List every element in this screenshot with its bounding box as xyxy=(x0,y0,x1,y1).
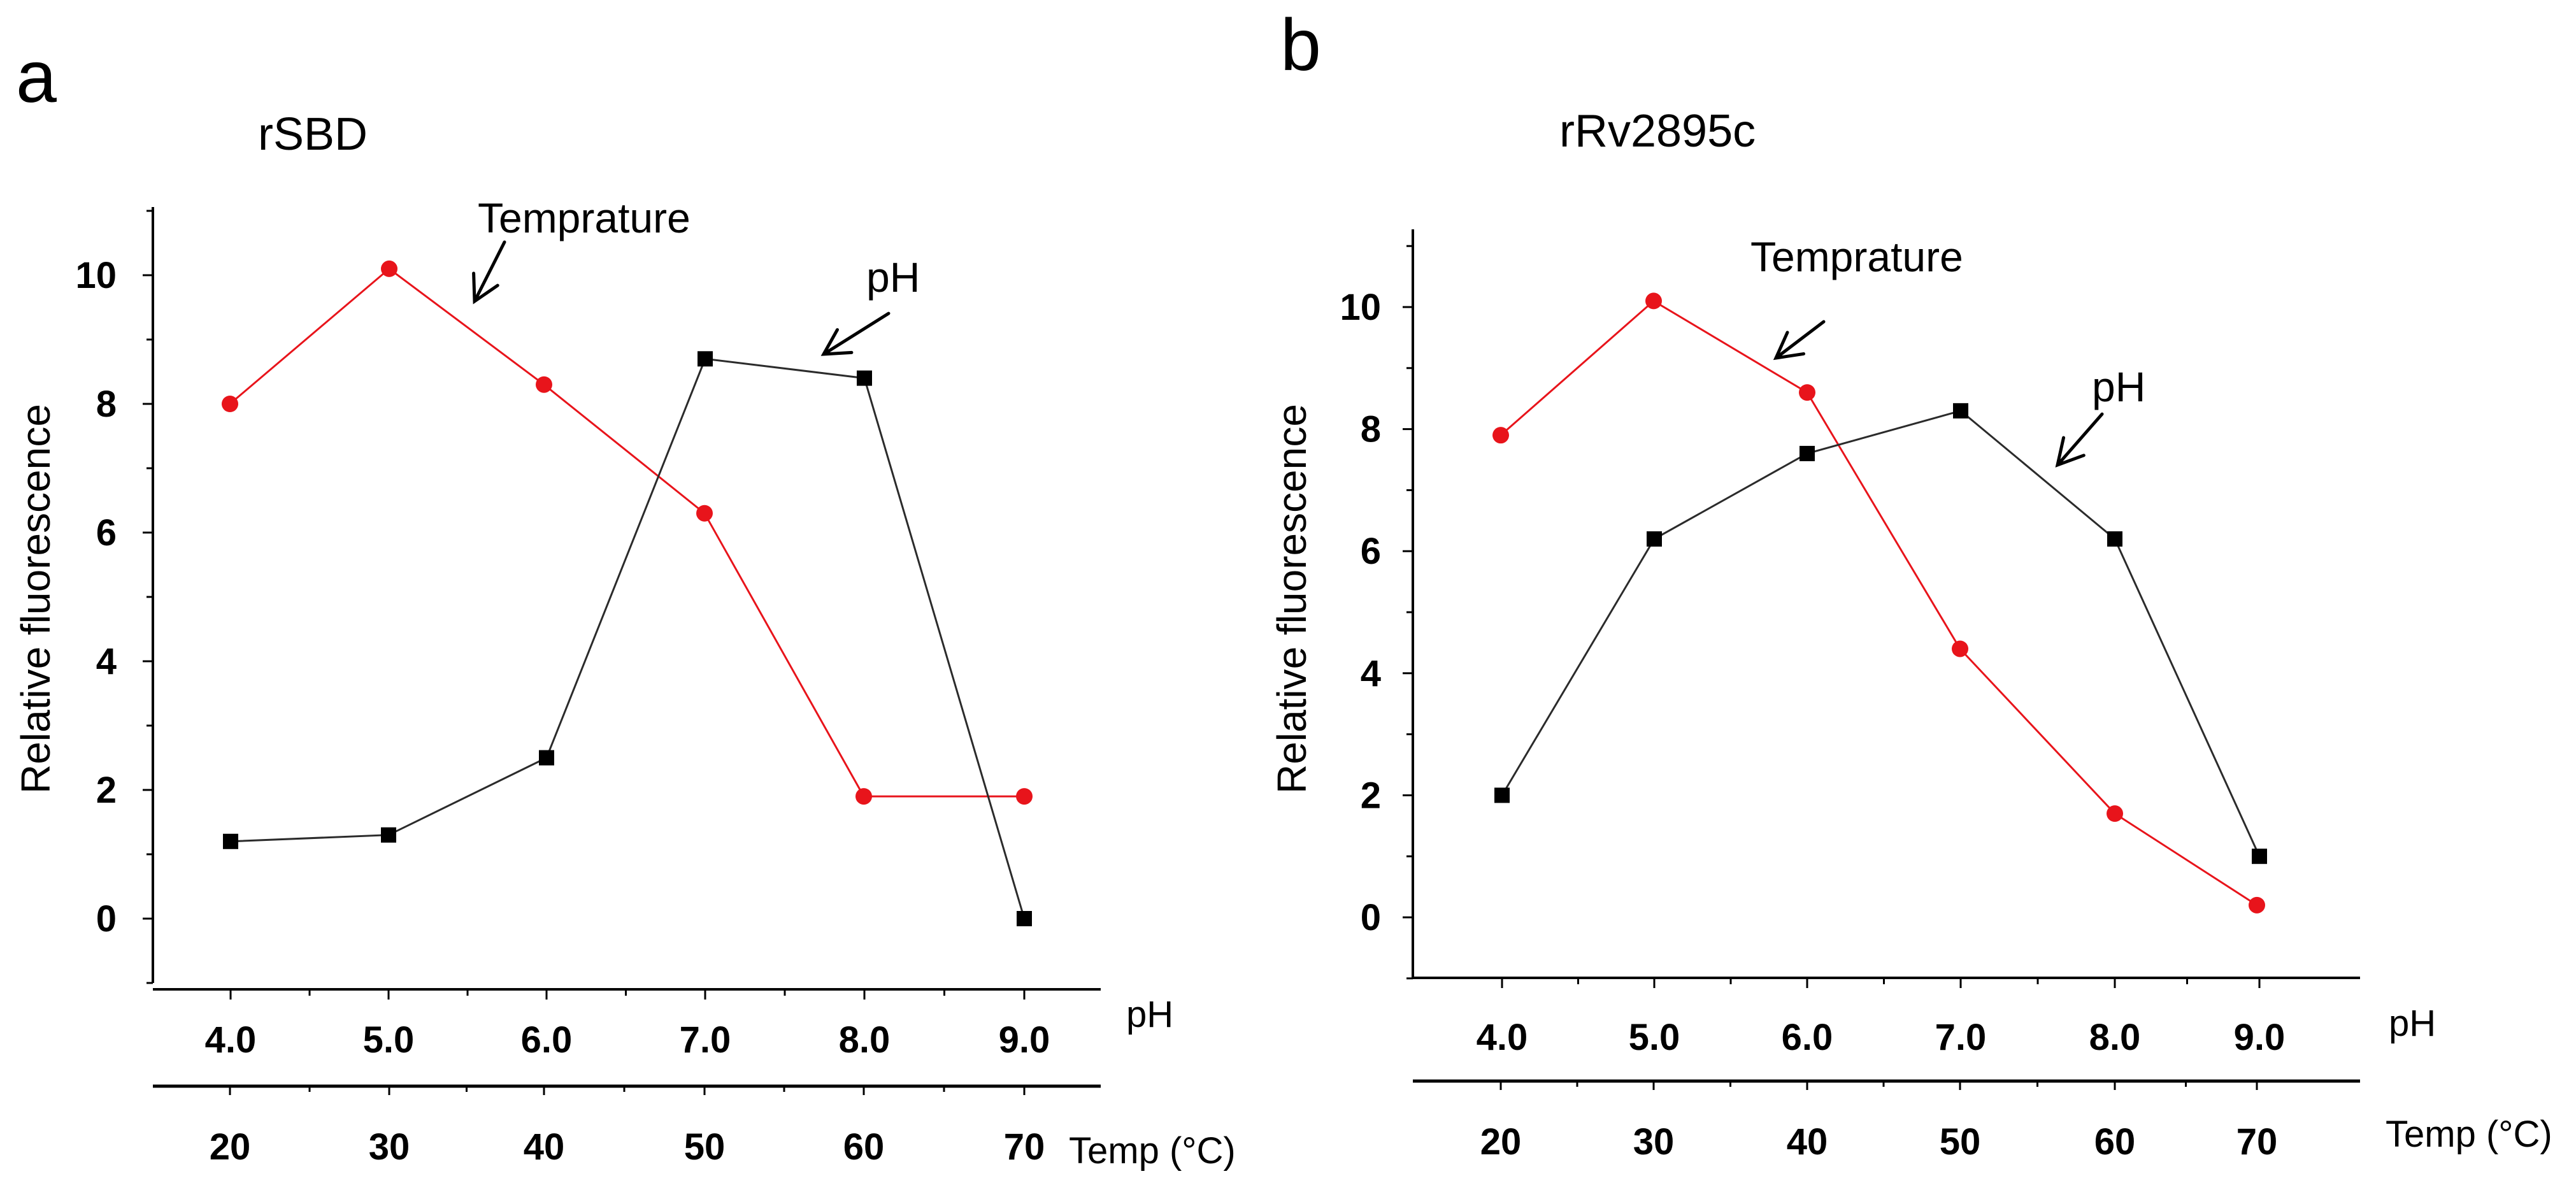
panel-a-y-tick-label: 0 xyxy=(96,898,117,940)
panel-b-ph-axis-label: pH xyxy=(2389,1003,2436,1044)
panel-b-ph-tick-label: 5.0 xyxy=(1629,1017,1680,1058)
panel-a-y-tick-label: 2 xyxy=(96,770,117,811)
panel-b-temperature-point xyxy=(2249,896,2265,914)
panel-b-temp-tick-label: 60 xyxy=(2094,1121,2136,1163)
panel-a-ph-tick-label: 5.0 xyxy=(363,1019,415,1061)
panel-b-temp-tick-label: 70 xyxy=(2236,1121,2278,1163)
panel-b-y-tick-label: 0 xyxy=(1361,897,1381,938)
panel-b-ph-tick-label: 8.0 xyxy=(2089,1017,2141,1058)
panel-b-ph-point xyxy=(2107,531,2122,547)
panel-b-temperature-arrow-icon xyxy=(1773,320,1826,361)
panel-b-y-tick-label: 8 xyxy=(1361,409,1381,450)
panel-b-ylabel: Relative fluorescence xyxy=(1269,404,1315,794)
panel-a-ph-point xyxy=(698,351,713,367)
panel-a-temperature-point xyxy=(1016,788,1033,805)
panel-b-temperature-point xyxy=(1952,640,1968,657)
panel-b-y-tick-label: 2 xyxy=(1361,775,1381,816)
panel-a-temperature-arrow-icon xyxy=(472,240,506,305)
panel-a-ph-tick-label: 7.0 xyxy=(680,1019,731,1061)
panel-a-ph-series-line xyxy=(230,357,1026,919)
panel-a-ph-tick-label: 9.0 xyxy=(999,1019,1050,1061)
panel-a-ph-point xyxy=(539,750,554,766)
panel-a-temp-tick-label: 40 xyxy=(524,1126,565,1168)
panel-a-ph-tick-label: 8.0 xyxy=(839,1019,891,1061)
panel-a-temperature-annotation: Temprature xyxy=(478,194,691,241)
panel-a-ph-arrow-icon xyxy=(820,312,891,356)
panel-b-temp-tick-label: 50 xyxy=(1940,1121,1981,1163)
panel-a-temperature-point xyxy=(696,505,713,522)
panel-b-ph-tick-label: 9.0 xyxy=(2234,1017,2286,1058)
panel-b-temperature-point xyxy=(1492,427,1509,444)
panel-b-ph-arrow-icon xyxy=(2055,412,2104,468)
panel-b-temp-axis-label: Temp (°C) xyxy=(2386,1114,2552,1155)
panel-a-temperature-series-line xyxy=(229,267,1024,798)
panel-b-y-tick-label: 6 xyxy=(1361,531,1381,572)
panel-b-ph-point xyxy=(1800,445,1815,461)
panel-b-ph-annotation: pH xyxy=(2092,363,2145,410)
panel-b-temperature-point xyxy=(2107,805,2123,822)
panel-b-temp-tick-label: 30 xyxy=(1633,1121,1675,1163)
panel-a-temp-tick-label: 70 xyxy=(1004,1126,1045,1168)
panel-a-temp-tick-label: 60 xyxy=(843,1126,885,1168)
panel-b-y-tick-label: 10 xyxy=(1340,287,1381,328)
panel-b-ph-series-line xyxy=(1501,410,2261,857)
panel-b-ph-point xyxy=(1647,531,1662,547)
panel-a-ph-point xyxy=(223,833,238,849)
panel-b-temperature-annotation: Temprature xyxy=(1750,233,1963,280)
panel-b-title: rRv2895c xyxy=(1559,106,1756,157)
panel-a-ph-point xyxy=(1017,911,1032,926)
panel-a-temp-axis-label: Temp (°C) xyxy=(1069,1130,1236,1172)
panel-a-y-tick-label: 10 xyxy=(75,255,117,296)
panel-a-temp-tick-label: 20 xyxy=(210,1126,251,1168)
panel-a-ph-tick-label: 6.0 xyxy=(521,1019,573,1061)
panel-a-y-tick-label: 6 xyxy=(96,512,117,554)
panel-a-temperature-point xyxy=(536,376,552,393)
panel-b-temperature-series-line xyxy=(1500,299,2258,907)
panel-a-temp-tick-label: 50 xyxy=(684,1126,726,1168)
panel-a: a rSBD Relative fluorescence pH Temp (°C… xyxy=(13,36,1236,1172)
panel-b-temp-tick-label: 20 xyxy=(1480,1121,1522,1163)
panel-b-temperature-point xyxy=(1799,384,1815,401)
panel-b-ph-tick-label: 4.0 xyxy=(1477,1017,1528,1058)
panel-a-temperature-point xyxy=(381,260,397,277)
panel-b-ph-point xyxy=(1953,403,1968,419)
panel-a-ph-annotation: pH xyxy=(866,254,920,301)
panel-a-temp-tick-label: 30 xyxy=(369,1126,410,1168)
panel-b-ph-point xyxy=(1494,787,1510,803)
panel-b-ph-tick-label: 6.0 xyxy=(1782,1017,1833,1058)
panel-a-ylabel: Relative fluorescence xyxy=(13,404,59,794)
panel-a-plot: 0 2 4 6 8 10 4.0 5.0 6.0 7.0 8.0 9.0 20 30 40 50 60 70 xyxy=(75,207,1101,1168)
panel-a-y-tick-label: 8 xyxy=(96,384,117,425)
panel-b-letter: b xyxy=(1280,4,1321,86)
panel-a-ph-tick-label: 4.0 xyxy=(205,1019,257,1061)
panel-a-letter: a xyxy=(16,36,57,118)
panel-b-y-tick-label: 4 xyxy=(1361,653,1381,694)
panel-a-y-tick-label: 4 xyxy=(96,641,117,682)
panel-b-ph-tick-label: 7.0 xyxy=(1935,1017,1987,1058)
panel-b: b rRv2895c Relative fluorescence pH Temp… xyxy=(1269,4,2552,1163)
panel-a-ph-point xyxy=(381,827,396,843)
panel-b-temp-tick-label: 40 xyxy=(1787,1121,1828,1163)
panel-a-temperature-point xyxy=(855,788,872,805)
panel-b-temperature-point xyxy=(1645,292,1662,310)
panel-a-ph-point xyxy=(857,370,872,386)
panel-b-plot: 0 2 4 6 8 10 4.0 5.0 6.0 7.0 8.0 9.0 20 30 40 50 60 70 xyxy=(1340,229,2360,1163)
panel-a-temperature-point xyxy=(222,396,238,412)
panel-a-title: rSBD xyxy=(258,109,368,160)
panel-b-ph-point xyxy=(2252,849,2267,864)
panel-a-ph-axis-label: pH xyxy=(1126,994,1173,1035)
